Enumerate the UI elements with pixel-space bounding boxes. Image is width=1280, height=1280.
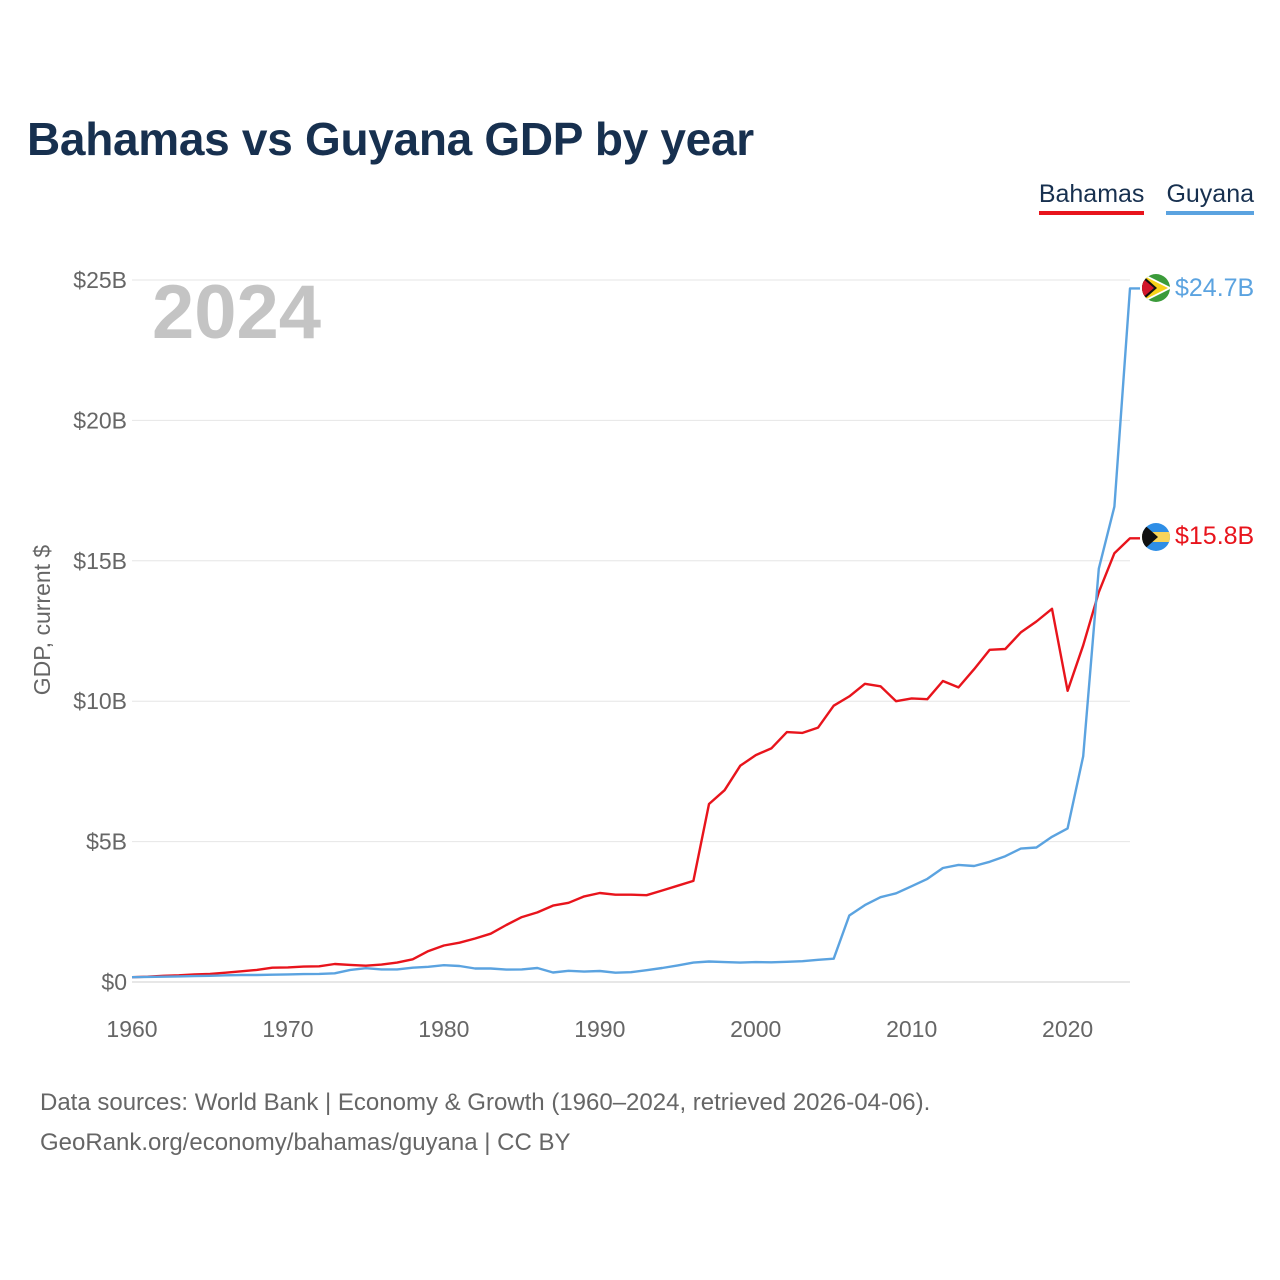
legend-item-bahamas[interactable]: Bahamas [1038,180,1145,215]
y-axis-label: GDP, current $ [29,545,55,696]
source-note: Data sources: World Bank | Economy & Gro… [40,1083,930,1163]
x-tick-label: 1990 [574,1016,625,1042]
legend: Bahamas Guyana [1038,180,1254,215]
bahamas-end-value-label: $15.8B [1175,522,1254,550]
source-line-2: GeoRank.org/economy/bahamas/guyana | CC … [40,1129,571,1156]
y-tick-label: $20B [73,407,127,433]
bahamas-flag-icon [1142,523,1170,551]
source-line-1: Data sources: World Bank | Economy & Gro… [40,1089,931,1116]
x-tick-label: 1960 [106,1016,157,1042]
gdp-line-chart: $0 $5B $10B $15B $20B $25B 1960 1970 1980 1990 20… [29,267,1254,1042]
guyana-end-value-label: $24.7B [1175,274,1254,302]
gridlines [132,279,1130,983]
x-tick-label: 2000 [730,1016,781,1042]
x-tick-labels: 1960 1970 1980 1990 2000 2010 2020 [106,1016,1093,1042]
y-tick-labels: $0 $5B $10B $15B $20B $25B [73,267,127,995]
y-tick-label: $25B [73,267,127,293]
series-line-bahamas [131,537,1140,979]
guyana-flag-icon [1142,274,1170,302]
y-tick-label: $10B [73,688,127,714]
chart-title: Bahamas vs Guyana GDP by year [27,113,754,165]
year-watermark: 2024 [152,270,321,355]
x-tick-label: 2020 [1042,1016,1093,1042]
y-tick-label: $5B [86,829,127,855]
x-tick-label: 1980 [418,1016,469,1042]
y-tick-label: $15B [73,548,127,574]
x-tick-label: 1970 [262,1016,313,1042]
y-tick-label: $0 [101,969,127,995]
series-line-guyana [131,287,1140,979]
series-lines [131,287,1140,979]
x-tick-label: 2010 [886,1016,937,1042]
legend-item-guyana[interactable]: Guyana [1166,180,1254,215]
